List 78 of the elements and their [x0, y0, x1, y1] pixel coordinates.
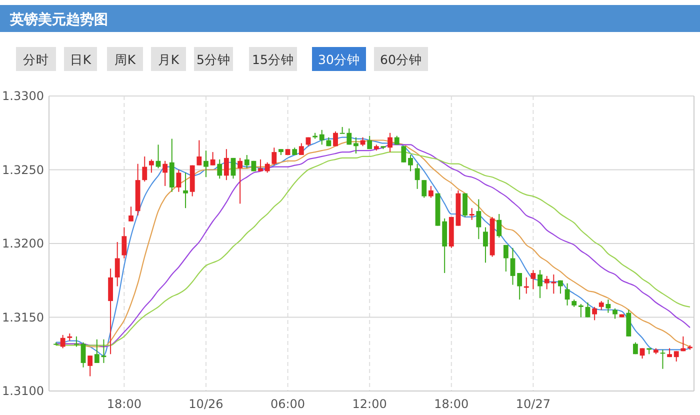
candlestick — [476, 198, 482, 240]
text: 分时 — [23, 52, 49, 67]
x-tick-label: 18:00 — [434, 397, 469, 411]
candlestick — [162, 160, 168, 186]
candlestick — [183, 172, 188, 209]
candlestick — [592, 306, 598, 321]
candlestick — [108, 268, 113, 355]
candlestick — [680, 336, 686, 352]
text: 月K — [158, 52, 180, 67]
candlestick — [333, 130, 338, 147]
x-tick-label: 10/26 — [188, 397, 224, 411]
candlestick — [210, 152, 216, 166]
text: 15分钟 — [252, 52, 294, 67]
text: 5分钟 — [196, 52, 230, 67]
y-tick-label: 1.3250 — [2, 162, 44, 177]
text: 60分钟 — [380, 52, 422, 67]
candlestick — [483, 226, 488, 264]
candlestick — [101, 338, 106, 364]
text: 日K — [70, 52, 92, 67]
x-tick-label: 18:00 — [106, 397, 142, 411]
candlestick — [238, 157, 243, 204]
candlestick — [496, 214, 502, 238]
candlestick — [74, 336, 79, 348]
candlestick — [204, 150, 208, 178]
text: 30分钟 — [318, 52, 360, 67]
x-tick-label: 06:00 — [270, 397, 306, 411]
candlestick — [578, 303, 584, 318]
candlestick — [585, 302, 590, 318]
chart-title: 英镑美元趋势图 — [9, 11, 108, 28]
candlestick — [414, 163, 420, 190]
candlestick — [156, 144, 161, 169]
candlestick — [612, 308, 618, 320]
candlestick — [538, 270, 542, 299]
candlestick — [176, 169, 182, 192]
candlestick — [388, 132, 392, 153]
candlestick — [408, 154, 413, 172]
candlestick — [558, 280, 563, 294]
candlestick — [217, 158, 222, 180]
candlestick — [422, 180, 427, 198]
candlestick — [469, 208, 474, 220]
candlestick — [230, 157, 236, 180]
candlestick — [148, 158, 154, 174]
candlestick — [510, 247, 516, 286]
candlestick — [60, 334, 66, 349]
y-tick-label: 1.3300 — [2, 89, 44, 104]
candlestick — [94, 338, 100, 364]
candlestick — [606, 299, 611, 314]
candlestick — [128, 206, 134, 222]
candlestick — [196, 140, 202, 166]
candlestick — [367, 135, 372, 150]
y-tick-label: 1.3100 — [2, 384, 44, 398]
x-tick-label: 10/27 — [516, 397, 550, 411]
text: 周K — [114, 52, 136, 67]
x-tick-label: 12:00 — [352, 397, 387, 411]
candlestick — [88, 355, 93, 377]
candlestick — [354, 136, 358, 154]
y-tick-label: 1.3200 — [2, 236, 44, 251]
candlestick — [640, 348, 645, 360]
candlestick — [272, 147, 277, 166]
candlestick — [564, 282, 570, 306]
candlestick — [660, 349, 666, 370]
candlestick — [264, 162, 270, 174]
candlestick — [319, 129, 324, 146]
candlestick — [530, 270, 536, 290]
y-tick-label: 1.3150 — [2, 310, 44, 324]
candlestick — [674, 350, 679, 362]
candlestick — [80, 342, 86, 368]
candlestick — [626, 309, 632, 337]
candlestick — [122, 226, 127, 259]
candlestick — [428, 185, 434, 198]
candlestick — [524, 276, 529, 294]
candlestick — [224, 148, 229, 181]
candlestick — [462, 192, 468, 218]
candlestick — [142, 156, 148, 182]
candlestick — [503, 244, 508, 272]
candlestick — [114, 242, 120, 287]
candlestick — [517, 272, 522, 300]
candlestick — [401, 146, 406, 163]
